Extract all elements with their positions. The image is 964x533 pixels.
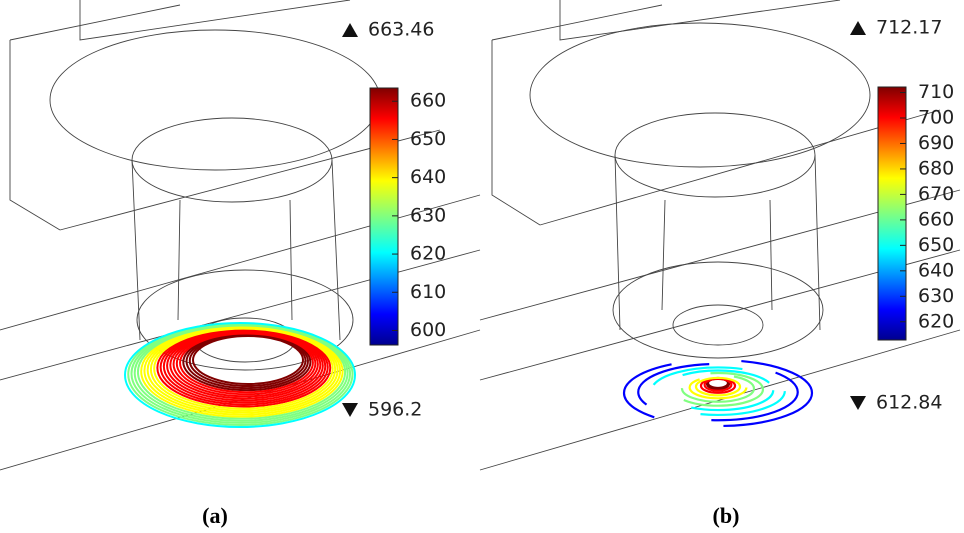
colorbar-tick-label: 610 [410,281,446,303]
colorbar-tick-label: 620 [918,310,954,332]
colorbar-tick-label: 640 [410,166,446,188]
min-value: 612.84 [876,392,942,414]
panel-label: (b) [713,503,740,528]
colorbar-tick-label: 650 [410,128,446,150]
max-marker [342,23,358,37]
colorbar-tick-label: 630 [918,285,954,307]
colorbar [878,87,906,340]
streamline [193,336,303,384]
colorbar-tick-label: 650 [918,234,954,256]
colorbar-tick-label: 690 [918,132,954,154]
colorbar-tick-label: 620 [410,243,446,265]
colorbar-tick-label: 630 [410,204,446,226]
colorbar-tick-label: 600 [410,319,446,341]
streamline [190,335,306,386]
streamlines [125,323,812,427]
colorbar-tick-label: 680 [918,157,954,179]
max-value: 712.17 [876,17,942,39]
colorbar-tick-label: 660 [410,90,446,112]
max-marker [850,21,866,35]
min-marker [850,396,866,410]
figure: (a) (b) 600 610 620 630 640 650 660 663.46 596.2… [0,0,964,533]
colorbar-tick-label: 710 [918,81,954,103]
colorbar-tick-label: 670 [918,183,954,205]
min-marker [342,403,358,417]
panel-label: (a) [202,503,228,528]
colorbar [370,88,398,345]
colorbar-tick-label: 660 [918,208,954,230]
streamline [177,333,316,394]
min-value: 596.2 [368,399,422,421]
colorbar-tick-label: 640 [918,259,954,281]
streamline [187,335,308,388]
max-value: 663.46 [368,19,434,41]
colorbar-tick-label: 700 [918,106,954,128]
